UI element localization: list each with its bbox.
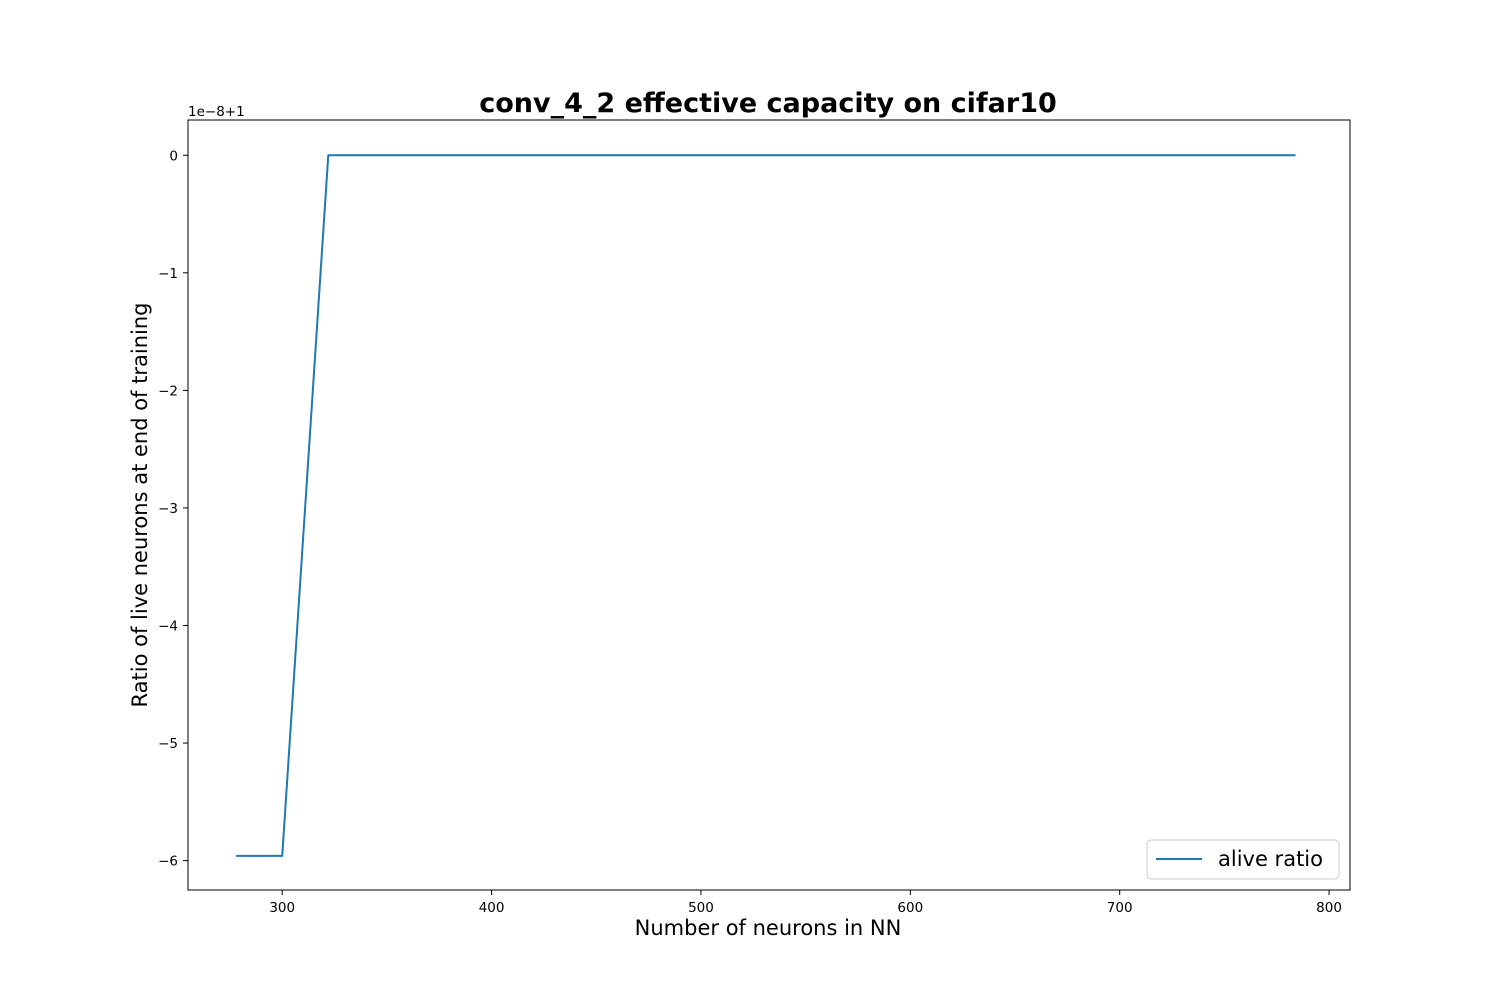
- legend-box: [1146, 839, 1340, 880]
- series-layer: [236, 154, 1296, 857]
- legend: alive ratio: [1146, 839, 1340, 880]
- series-line-alive-ratio: [236, 154, 1296, 857]
- y-tick-label: −4: [158, 618, 178, 634]
- y-tick-label: −5: [158, 736, 178, 752]
- x-tick-label: 500: [688, 900, 714, 916]
- x-tick-label: 600: [897, 900, 923, 916]
- y-tick-label: −6: [158, 854, 178, 870]
- plot-area-frame: [187, 119, 1351, 891]
- chart-title: conv_4_2 effective capacity on cifar10: [479, 88, 1057, 119]
- ticks-layer: 300 400 500 600 700 800 0 −1 −2 −3 −4 −5 −6: [158, 148, 1342, 916]
- y-tick-label: 0: [169, 148, 178, 164]
- x-tick-label: 800: [1316, 900, 1342, 916]
- y-tick-label: −3: [158, 501, 178, 517]
- legend-entry-alive-ratio: alive ratio: [1218, 847, 1323, 871]
- x-axis-label: Number of neurons in NN: [635, 916, 902, 940]
- x-tick-label: 700: [1107, 900, 1133, 916]
- x-tick-label: 400: [479, 900, 505, 916]
- y-tick-label: −1: [158, 266, 178, 282]
- y-offset-label: 1e−8+1: [188, 104, 245, 120]
- x-tick-label: 300: [269, 900, 295, 916]
- y-tick-label: −2: [158, 383, 178, 399]
- y-axis-label: Ratio of live neurons at end of training: [128, 303, 152, 708]
